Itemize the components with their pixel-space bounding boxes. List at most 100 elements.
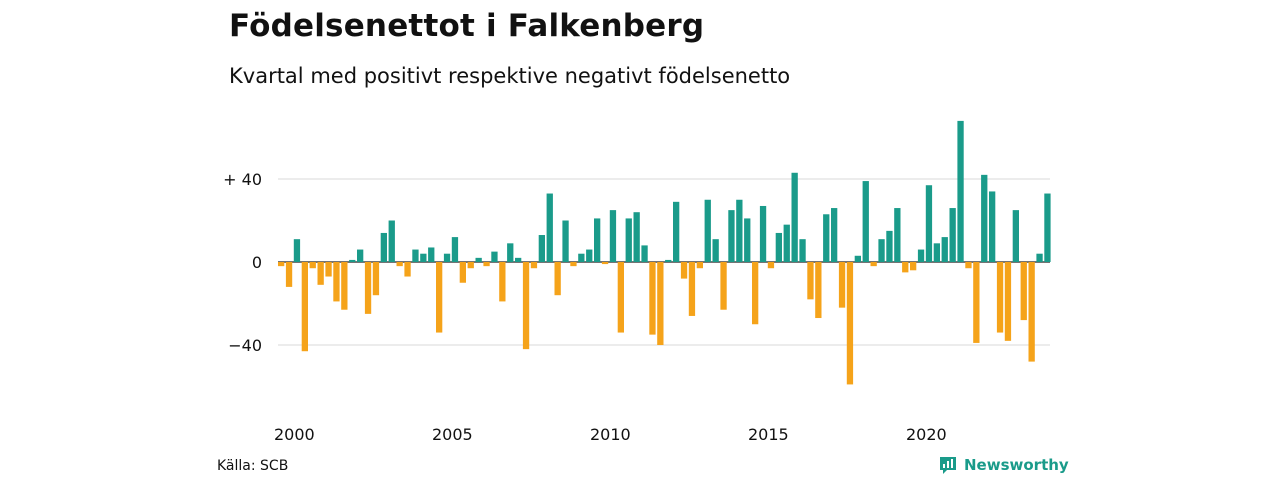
y-tick-label: + 40: [223, 170, 262, 189]
bar-positive: [349, 259, 356, 262]
x-axis-ticks: 2000 2005 2010 2015 2020: [274, 425, 947, 444]
bar-positive: [744, 218, 751, 262]
bar-positive: [862, 181, 869, 262]
bar-positive: [854, 255, 861, 262]
brand-logo: Newsworthy: [938, 455, 1069, 475]
bar-positive: [515, 257, 522, 262]
bar-negative: [570, 262, 577, 267]
bar-negative: [285, 262, 293, 287]
y-tick-label: 0: [252, 253, 262, 272]
bar-negative: [396, 262, 403, 267]
bar-negative: [554, 262, 561, 296]
bar-positive: [428, 247, 435, 262]
bar-positive: [357, 249, 364, 262]
bar-negative: [341, 262, 348, 310]
bar-positive: [775, 232, 782, 262]
bar-negative: [657, 262, 664, 345]
bar-positive: [293, 239, 301, 262]
bar-positive: [562, 220, 569, 262]
bar-negative: [1020, 262, 1027, 321]
newsworthy-logo-icon: [940, 457, 956, 474]
bar-positive: [507, 243, 514, 262]
bar-negative: [910, 262, 917, 271]
bar-positive: [475, 257, 482, 262]
bar-negative: [815, 262, 822, 319]
bar-positive: [799, 239, 806, 262]
bar-negative: [846, 262, 854, 385]
bar-positive: [633, 212, 640, 262]
bar-negative: [309, 262, 316, 269]
bar-positive: [989, 191, 996, 262]
x-tick-label: 2000: [274, 425, 315, 444]
bar-positive: [1036, 253, 1043, 262]
bar-positive: [443, 253, 451, 262]
bar-positive: [712, 239, 719, 262]
bar-positive: [388, 220, 395, 262]
bar-negative: [499, 262, 506, 302]
bar-negative: [649, 262, 656, 335]
bar-positive: [491, 251, 498, 262]
bar-positive: [538, 235, 545, 262]
y-axis-ticks: + 40 0 −40: [223, 170, 262, 355]
bar-positive: [728, 210, 735, 262]
bar-negative: [372, 262, 380, 296]
source-note: Källa: SCB: [217, 458, 289, 474]
bar-positive: [578, 253, 585, 262]
bar-positive: [736, 199, 743, 262]
bar-negative: [333, 262, 340, 302]
bar-positive: [594, 218, 601, 262]
bar-positive: [894, 208, 901, 262]
chart-title: Födelsenettot i Falkenberg: [229, 8, 705, 44]
bar-negative: [696, 262, 703, 269]
bar-negative: [364, 262, 372, 314]
brand-name: Newsworthy: [964, 456, 1069, 474]
bar-positive: [941, 237, 948, 262]
bar-positive: [878, 239, 885, 262]
x-tick-label: 2020: [906, 425, 947, 444]
bar-negative: [720, 262, 727, 310]
bar-positive: [759, 205, 767, 262]
bar-positive: [917, 249, 925, 262]
bar-negative: [278, 262, 285, 267]
bar-positive: [831, 208, 838, 262]
bar-positive: [420, 253, 427, 262]
bar-negative: [965, 262, 972, 269]
bar-positive: [1012, 210, 1019, 262]
y-tick-label: −40: [228, 336, 262, 355]
bar-negative: [522, 262, 530, 350]
bar-positive: [925, 185, 933, 262]
bar-negative: [317, 262, 324, 285]
bar-negative: [752, 262, 759, 325]
bar-positive: [957, 120, 964, 263]
bar-positive: [981, 174, 988, 262]
bars-group: [278, 120, 1051, 385]
bar-positive: [665, 259, 672, 262]
bar-negative: [1004, 262, 1012, 341]
bar-positive: [609, 210, 617, 262]
chart-subtitle: Kvartal med positivt respektive negativt…: [229, 64, 791, 88]
bar-negative: [807, 262, 814, 300]
bar-positive: [783, 224, 790, 262]
bar-positive: [673, 201, 680, 262]
bar-negative: [325, 262, 332, 277]
bar-negative: [483, 262, 490, 267]
bar-negative: [467, 262, 474, 269]
bar-negative: [530, 262, 538, 269]
bar-positive: [1044, 193, 1051, 262]
bar-negative: [436, 262, 443, 333]
bar-positive: [949, 208, 956, 262]
bar-negative: [459, 262, 466, 283]
bar-positive: [704, 199, 711, 262]
bar-negative: [688, 262, 696, 316]
bar-negative: [870, 262, 877, 267]
bar-negative: [1028, 262, 1035, 362]
bar-negative: [301, 262, 308, 352]
bar-negative: [767, 262, 775, 269]
bar-positive: [641, 245, 648, 262]
bar-negative: [617, 262, 624, 333]
bar-positive: [412, 249, 419, 262]
x-tick-label: 2015: [748, 425, 789, 444]
bar-positive: [625, 218, 632, 262]
bar-negative: [996, 262, 1004, 333]
